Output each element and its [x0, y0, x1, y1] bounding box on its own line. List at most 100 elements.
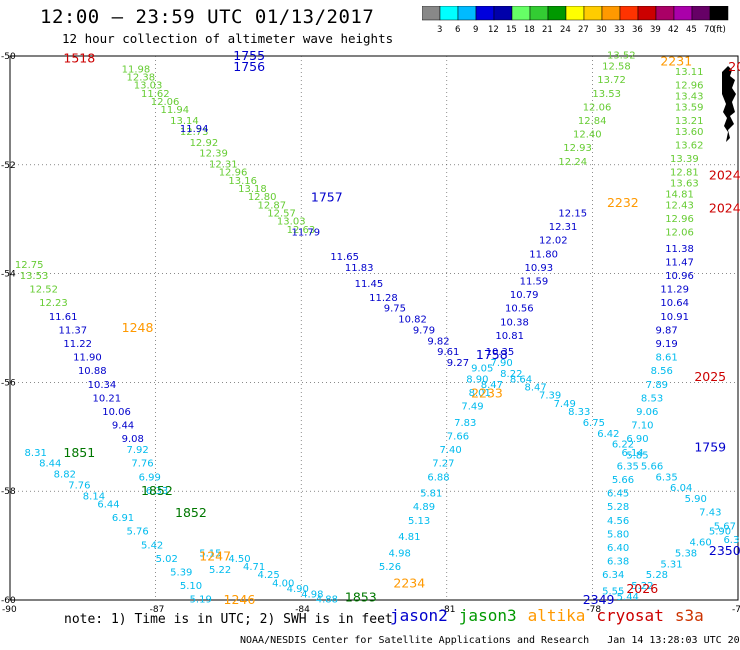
wave-height-label: 11.90 [73, 353, 102, 364]
wave-height-label: 9.44 [112, 421, 134, 432]
colorbar-swatch [655, 6, 675, 21]
map-grid [9, 55, 739, 601]
colorbar-tick: 27 [578, 25, 589, 35]
wave-height-label: 10.06 [102, 407, 131, 418]
colorbar-swatch [439, 6, 459, 21]
wave-height-label: 5.39 [170, 568, 192, 579]
wave-height-label: 5.19 [190, 595, 212, 606]
lon-tick-label: -87 [150, 605, 165, 615]
wave-height-label: 10.81 [495, 331, 524, 342]
wave-height-label: 11.59 [520, 276, 549, 287]
colorbar-swatch [511, 6, 531, 21]
wave-height-label: 5.80 [607, 529, 629, 540]
wave-height-label: 8.82 [54, 470, 76, 481]
pass-time-label: 2025 [694, 369, 726, 384]
colorbar-swatch [601, 6, 621, 21]
wave-height-label: 7.83 [454, 418, 476, 429]
colorbar-swatch [709, 6, 729, 21]
wave-height-label: 12.38 [126, 72, 155, 83]
wave-height-label: 5.76 [126, 527, 148, 538]
pass-time-label: 1518 [63, 51, 95, 66]
wave-height-label: 6.40 [607, 543, 629, 554]
wave-height-label: 5.66 [612, 475, 634, 486]
wave-height-label: 10.38 [500, 317, 529, 328]
colorbar-swatch [565, 6, 585, 21]
wave-height-label: 8.01 [469, 388, 491, 399]
wave-height-label: 12.73 [180, 127, 209, 138]
wave-height-label: 9.82 [427, 336, 449, 347]
wave-height-label: 10.88 [78, 366, 107, 377]
wave-height-label: 13.11 [675, 67, 704, 78]
wave-height-label: 6.35 [617, 461, 639, 472]
wave-height-label: 12.87 [258, 200, 287, 211]
wave-height-label: 13.03 [277, 217, 306, 228]
wave-height-label: 11.62 [141, 89, 170, 100]
pass-time-label: 2349 [583, 592, 615, 607]
colorbar-tick: 33 [614, 25, 625, 35]
colorbar-tick: 6 [455, 25, 460, 35]
wave-height-label: 11.98 [122, 64, 151, 75]
wave-height-label: 9.79 [413, 325, 435, 336]
wave-height-label: 5.02 [156, 554, 178, 565]
wave-height-label: 10.64 [660, 298, 689, 309]
wave-height-label: 6.75 [583, 418, 605, 429]
wave-height-label: 5.44 [617, 592, 639, 603]
wave-height-label: 9.05 [471, 364, 493, 375]
wave-height-label: 13.52 [607, 51, 636, 62]
wave-height-label: 8.56 [651, 366, 673, 377]
wave-height-label: 6.90 [626, 434, 648, 445]
lon-tick-label: -81 [441, 605, 456, 615]
colorbar-swatch [529, 6, 549, 21]
wave-height-label: 13.39 [670, 154, 699, 165]
wave-height-label: 13.18 [238, 184, 267, 195]
colorbar-tick: 3 [437, 25, 442, 35]
wave-height-label: 12.63 [287, 225, 316, 236]
wave-height-label: 4.90 [287, 584, 309, 595]
wave-height-label: 6.45 [607, 489, 629, 500]
wave-height-label: 5.38 [675, 548, 697, 559]
page-title: 12:00 – 23:59 UTC 01/13/2017 [40, 6, 375, 28]
wave-height-label: 11.65 [330, 252, 359, 263]
wave-height-label: 10.96 [665, 271, 694, 282]
wave-height-label: 4.60 [689, 538, 711, 549]
wave-height-label: 5.42 [141, 540, 163, 551]
wave-height-label: 12.81 [670, 168, 699, 179]
wave-height-label: 12.92 [190, 138, 219, 149]
wave-height-label: 13.21 [675, 116, 704, 127]
wave-height-label: 7.40 [440, 445, 462, 456]
wave-height-label: 8.47 [524, 383, 546, 394]
colorbar-swatch [619, 6, 639, 21]
colorbar-tick: 24 [560, 25, 571, 35]
wave-height-label: 5.90 [709, 527, 731, 538]
pass-time-label: 1851 [63, 445, 95, 460]
wave-height-label: 10.56 [505, 304, 534, 315]
lat-tick-label: -58 [1, 487, 16, 497]
page-subtitle: 12 hour collection of altimeter wave hei… [62, 31, 394, 46]
wave-height-label: 6.44 [97, 500, 119, 511]
pass-time-label: 2024 [709, 200, 740, 215]
wave-height-label: 4.50 [228, 554, 250, 565]
wave-height-label: 4.98 [389, 548, 411, 559]
lat-tick-label: -56 [1, 378, 16, 388]
wave-height-label: 6.35 [655, 472, 677, 483]
pass-time-label: 1755 [233, 48, 265, 63]
colorbar-tick: 45 [686, 25, 697, 35]
pass-time-label: 1853 [345, 589, 377, 604]
wave-height-label: 10.93 [524, 263, 553, 274]
colorbar-swatch [493, 6, 513, 21]
colorbar-tick: 42 [668, 25, 679, 35]
wave-height-label: 6.91 [112, 513, 134, 524]
wave-height-label: 5.10 [180, 581, 202, 592]
wave-height-label: 11.79 [291, 228, 320, 239]
note-text: note: 1) Time is in UTC; 2) SWH is in fe… [64, 612, 393, 627]
wave-height-label: 10.34 [88, 380, 117, 391]
wave-height-label: 5.13 [408, 516, 430, 527]
colorbar-tick: 12 [488, 25, 499, 35]
pass-time-label: 1248 [122, 320, 154, 335]
wave-height-label: 12.31 [209, 160, 238, 171]
wave-height-label: 12.06 [151, 97, 180, 108]
colorbar-tick: 15 [506, 25, 517, 35]
colorbar-swatch [475, 6, 495, 21]
colorbar-swatch [673, 6, 693, 21]
wave-height-label: 4.88 [316, 595, 338, 606]
